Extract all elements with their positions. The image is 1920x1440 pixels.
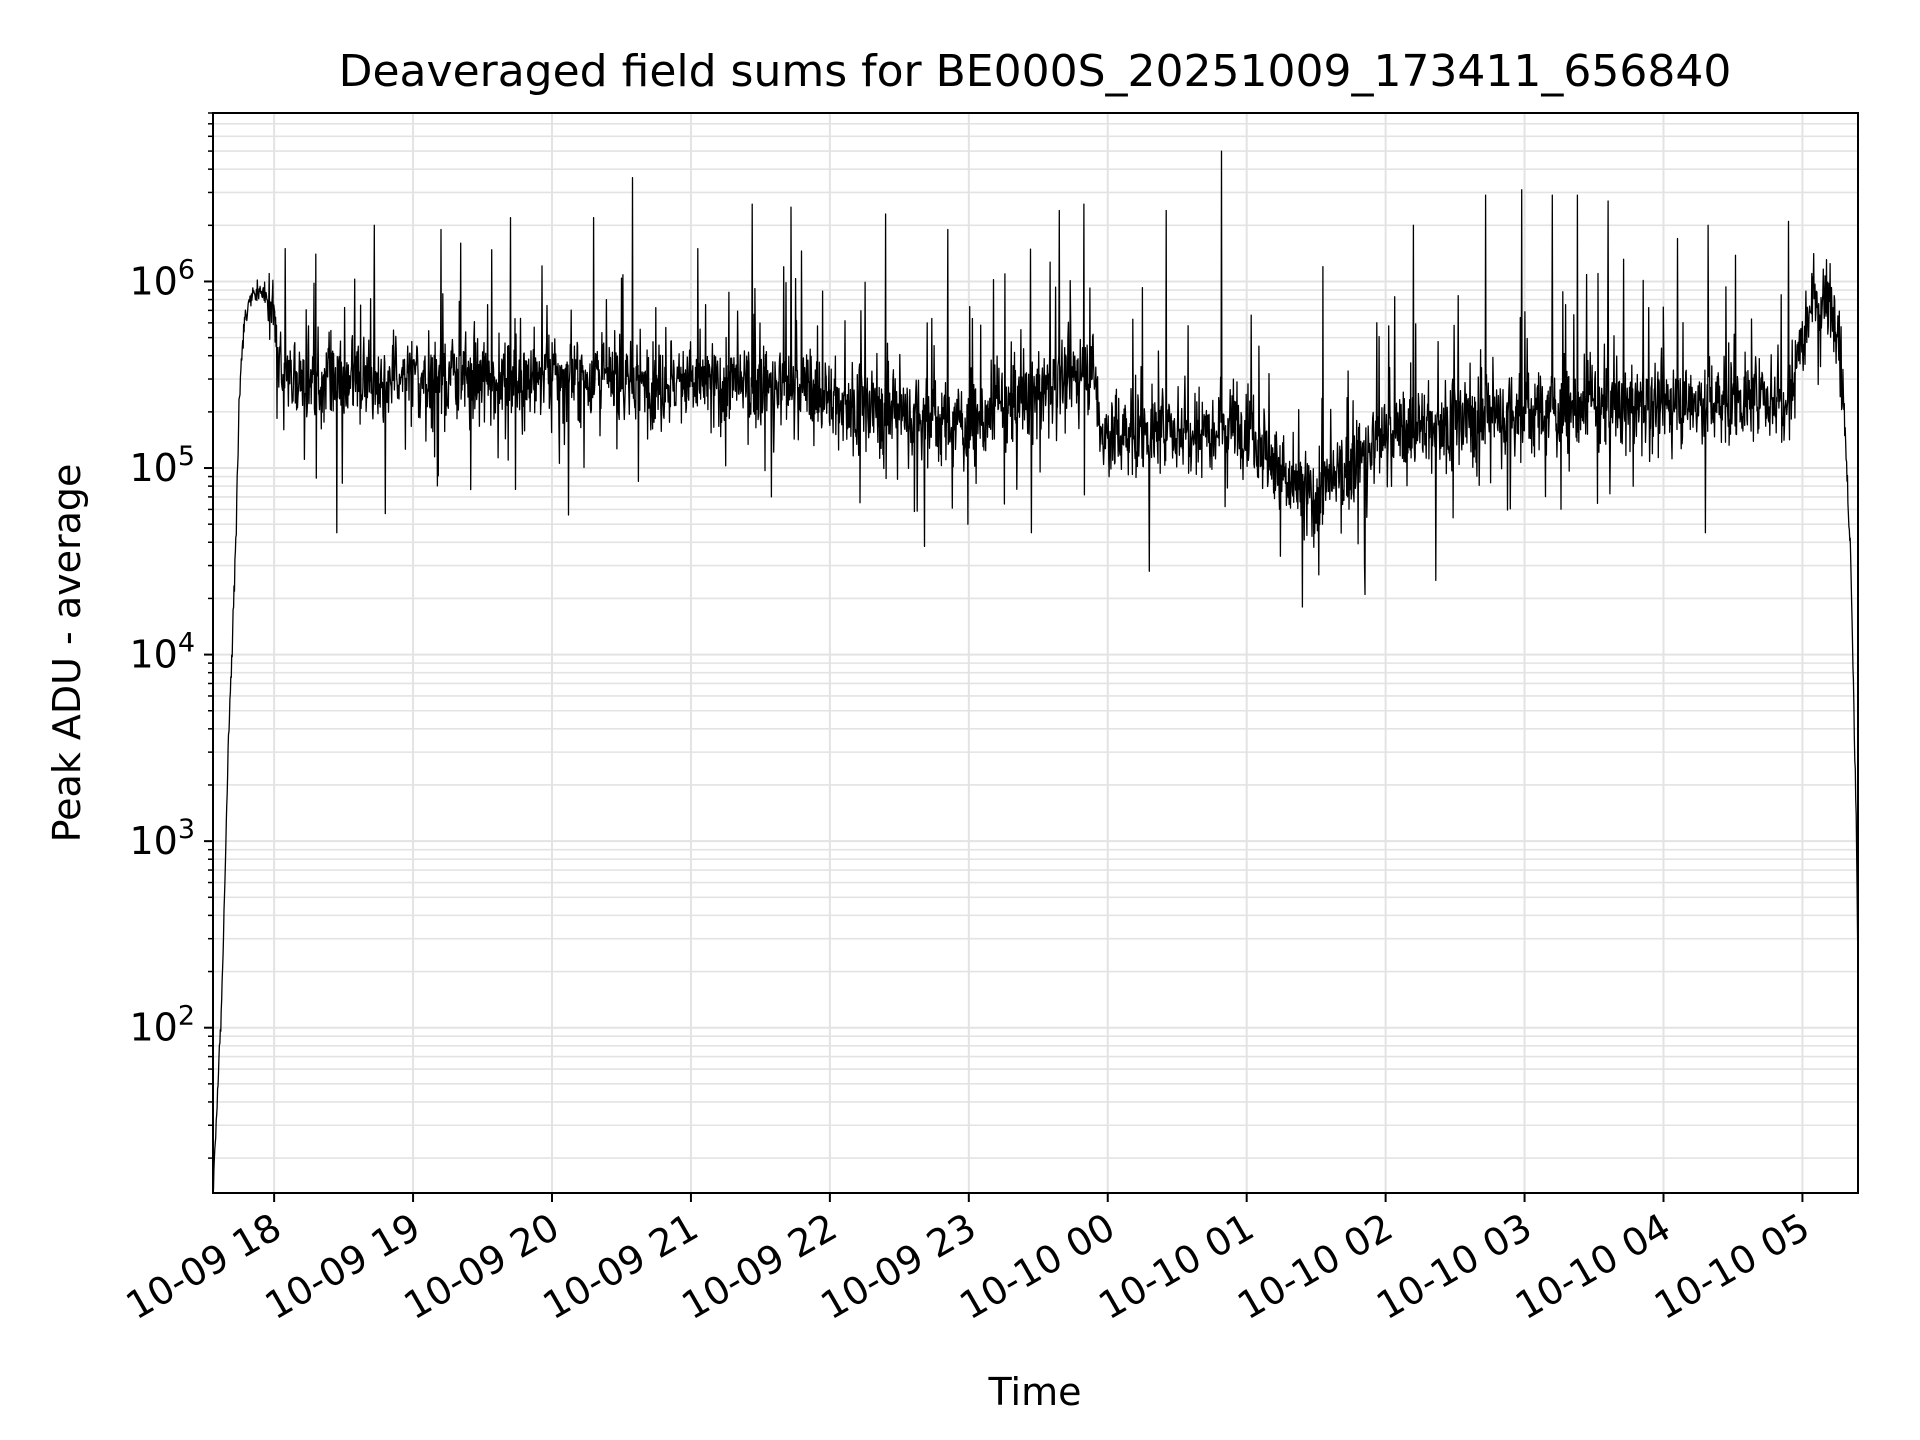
- y-tick-label: 104: [129, 628, 195, 677]
- y-axis: 102 103 104 105 106: [129, 112, 213, 1159]
- plot-frame: [212, 112, 1859, 1194]
- series-layer: [212, 150, 1859, 1194]
- y-tick-label: 105: [129, 441, 195, 490]
- y-axis-label: Peak ADU - average: [45, 464, 89, 843]
- chart-title: Deaveraged field sums for BE000S_2025100…: [339, 46, 1732, 97]
- y-tick-label: 103: [129, 814, 195, 863]
- x-axis-label: Time: [988, 1370, 1082, 1414]
- series-line: [212, 150, 1859, 1194]
- y-tick-label: 102: [129, 1001, 195, 1050]
- y-tick-label: 106: [129, 254, 195, 303]
- grid: [213, 112, 1858, 1193]
